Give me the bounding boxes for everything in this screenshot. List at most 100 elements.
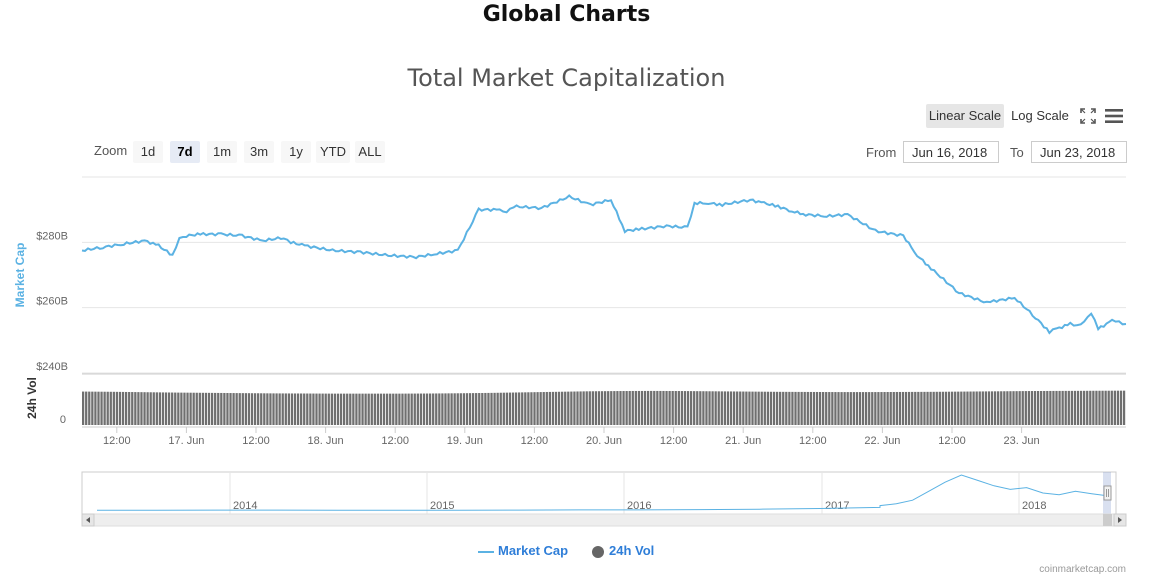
volume-bar — [134, 392, 137, 425]
volume-bar — [260, 393, 263, 425]
volume-bar — [1024, 391, 1027, 425]
volume-bar — [441, 393, 444, 425]
volume-bar — [754, 391, 757, 425]
scroll-right-arrow-icon — [1118, 517, 1122, 523]
volume-bar — [646, 390, 650, 425]
volume-bar — [112, 391, 115, 425]
volume-bar — [570, 391, 573, 425]
volume-bar — [1067, 390, 1070, 425]
zoom-1y-button[interactable]: 1y — [281, 141, 311, 163]
zoom-7d-button[interactable]: 7d — [170, 141, 200, 163]
volume-bar — [561, 391, 564, 425]
zoom-1m-button[interactable]: 1m — [207, 141, 237, 163]
volume-bar — [103, 391, 106, 425]
navigator-year-label: 2015 — [430, 500, 454, 512]
zoom-ytd-button[interactable]: YTD — [316, 141, 350, 163]
volume-bar — [874, 392, 877, 425]
linear-scale-button[interactable]: Linear Scale — [926, 104, 1004, 128]
volume-bar — [1107, 390, 1110, 425]
volume-bar — [616, 391, 619, 425]
volume-bar — [846, 392, 849, 425]
zoom-all-button[interactable]: ALL — [355, 141, 385, 163]
volume-bar — [229, 393, 232, 425]
volume-bar — [886, 392, 889, 425]
volume-bar — [794, 391, 797, 425]
volume-bar — [932, 391, 935, 425]
credit-link[interactable]: coinmarketcap.com — [1039, 564, 1126, 575]
log-scale-button[interactable]: Log Scale — [1011, 108, 1069, 123]
volume-bar — [901, 391, 905, 425]
volume-bar — [1092, 390, 1095, 425]
volume-bar — [1089, 390, 1092, 425]
x-tick-label: 12:00 — [242, 435, 270, 447]
volume-bar — [650, 390, 653, 425]
volume-bar — [766, 391, 770, 425]
volume-bar — [352, 393, 355, 425]
volume-bar — [428, 393, 432, 425]
volume-bar — [705, 391, 708, 425]
volume-bar — [250, 393, 254, 425]
volume-bar — [183, 392, 186, 425]
volume-bar — [395, 393, 398, 425]
fullscreen-icon[interactable] — [1080, 108, 1096, 124]
volume-bar — [1061, 390, 1064, 425]
volume-bar — [800, 391, 803, 425]
volume-bar — [585, 391, 588, 425]
volume-bar — [198, 392, 201, 425]
volume-bar — [401, 393, 404, 425]
volume-bar — [109, 391, 112, 425]
volume-bar — [600, 391, 604, 425]
volume-bar — [140, 392, 143, 425]
volume-bar — [797, 391, 800, 425]
legend-24h-vol[interactable]: 24h Vol — [592, 543, 654, 558]
from-date-input[interactable]: Jun 16, 2018 — [903, 141, 999, 163]
volume-bar — [950, 391, 954, 425]
volume-bar — [527, 392, 530, 425]
volume-bar — [975, 391, 978, 425]
volume-bar — [653, 390, 656, 425]
from-label: From — [866, 145, 897, 160]
volume-bar — [422, 393, 426, 425]
volume-bar — [1070, 390, 1073, 425]
volume-bar — [453, 393, 456, 425]
volume-bar — [659, 390, 662, 425]
volume-bar — [941, 391, 945, 425]
y-tick-label: $260B — [36, 296, 68, 308]
volume-bar — [981, 391, 984, 425]
volume-bar — [432, 393, 435, 425]
volume-bar — [370, 393, 373, 425]
to-label: To — [1010, 145, 1024, 160]
volume-bar — [269, 393, 272, 425]
volume-bar — [757, 391, 760, 425]
volume-bar — [389, 393, 392, 425]
volume-bar — [266, 393, 269, 425]
volume-bar — [121, 391, 125, 425]
volume-bar — [508, 392, 512, 425]
volume-bar — [272, 393, 275, 425]
volume-bar — [1076, 390, 1080, 425]
volume-bar — [1040, 390, 1043, 425]
menu-icon[interactable] — [1105, 108, 1123, 124]
volume-bar — [849, 392, 852, 425]
volume-bar — [416, 393, 419, 425]
volume-bar — [1052, 390, 1055, 425]
volume-bar — [435, 393, 438, 425]
to-date-input[interactable]: Jun 23, 2018 — [1031, 141, 1127, 163]
volume-bar — [837, 392, 840, 425]
x-tick-label: 17. Jun — [168, 435, 204, 447]
volume-bar — [232, 393, 235, 425]
zoom-1d-button[interactable]: 1d — [133, 141, 163, 163]
volume-bar — [128, 391, 131, 425]
volume-bar — [226, 393, 229, 425]
volume-bar — [1079, 390, 1083, 425]
zoom-3m-button[interactable]: 3m — [244, 141, 274, 163]
volume-bar — [699, 391, 702, 425]
volume-bar — [376, 393, 380, 425]
legend-market-cap[interactable]: Market Cap — [478, 543, 568, 558]
volume-bar — [155, 392, 158, 425]
volume-bar — [978, 391, 981, 425]
volume-bar — [1086, 390, 1089, 425]
volume-bar — [597, 391, 601, 425]
volume-bar — [1012, 391, 1015, 425]
